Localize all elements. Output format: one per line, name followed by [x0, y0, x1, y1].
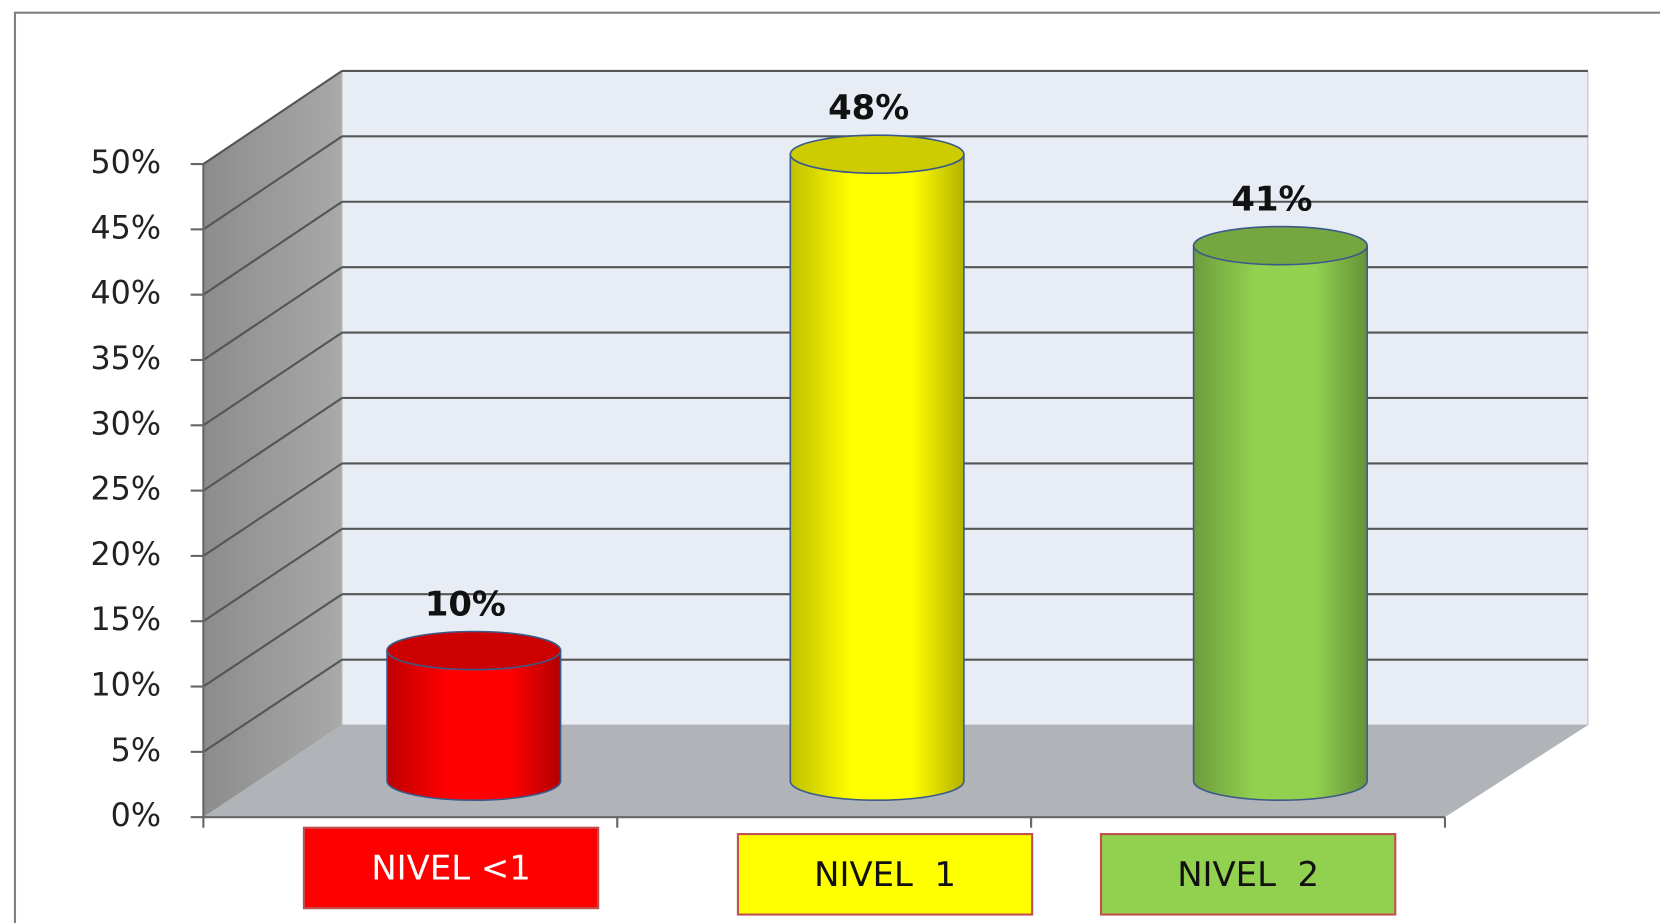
grid-line	[202, 331, 343, 427]
y-tick-label: 25%	[90, 472, 161, 508]
grid-line	[202, 397, 343, 492]
value-label: 10%	[425, 585, 506, 624]
y-tick-label: 15%	[90, 602, 161, 638]
y-tick-label: 20%	[90, 537, 161, 573]
cylinder-body	[1192, 244, 1368, 802]
x-tick-label: NIVEL <1	[371, 849, 530, 888]
y-tick-label: 50%	[90, 145, 161, 181]
y-tick-label: 30%	[90, 406, 161, 442]
value-label: 48%	[828, 88, 909, 127]
y-tick-label: 45%	[90, 210, 161, 246]
x-tick-label: NIVEL 2	[1177, 855, 1319, 894]
cylinder-body	[789, 153, 965, 802]
bar	[789, 134, 965, 802]
x-tick-label: NIVEL 1	[814, 855, 956, 894]
grid-line	[202, 266, 343, 361]
cylinder-top	[386, 630, 562, 671]
grid-line	[202, 462, 343, 557]
bar	[1192, 225, 1368, 802]
y-tick-label: 0%	[111, 798, 161, 834]
grid-line	[202, 200, 343, 296]
y-tick-label: 40%	[90, 276, 161, 312]
category-box	[1099, 833, 1397, 916]
grid-line	[202, 527, 343, 623]
cylinder-top	[1192, 225, 1368, 266]
value-label: 41%	[1231, 180, 1312, 219]
category-box	[736, 833, 1034, 916]
bar	[386, 630, 562, 802]
category-box	[302, 826, 600, 910]
cylinder-top	[789, 134, 965, 175]
grid-line	[202, 135, 343, 231]
y-tick-label: 5%	[111, 733, 161, 769]
y-tick-label: 10%	[90, 668, 161, 704]
cylinder-body	[386, 649, 562, 802]
grid-line	[202, 658, 343, 753]
grid-line	[202, 70, 343, 165]
grid-line	[202, 593, 343, 688]
y-tick-label: 35%	[90, 341, 161, 377]
